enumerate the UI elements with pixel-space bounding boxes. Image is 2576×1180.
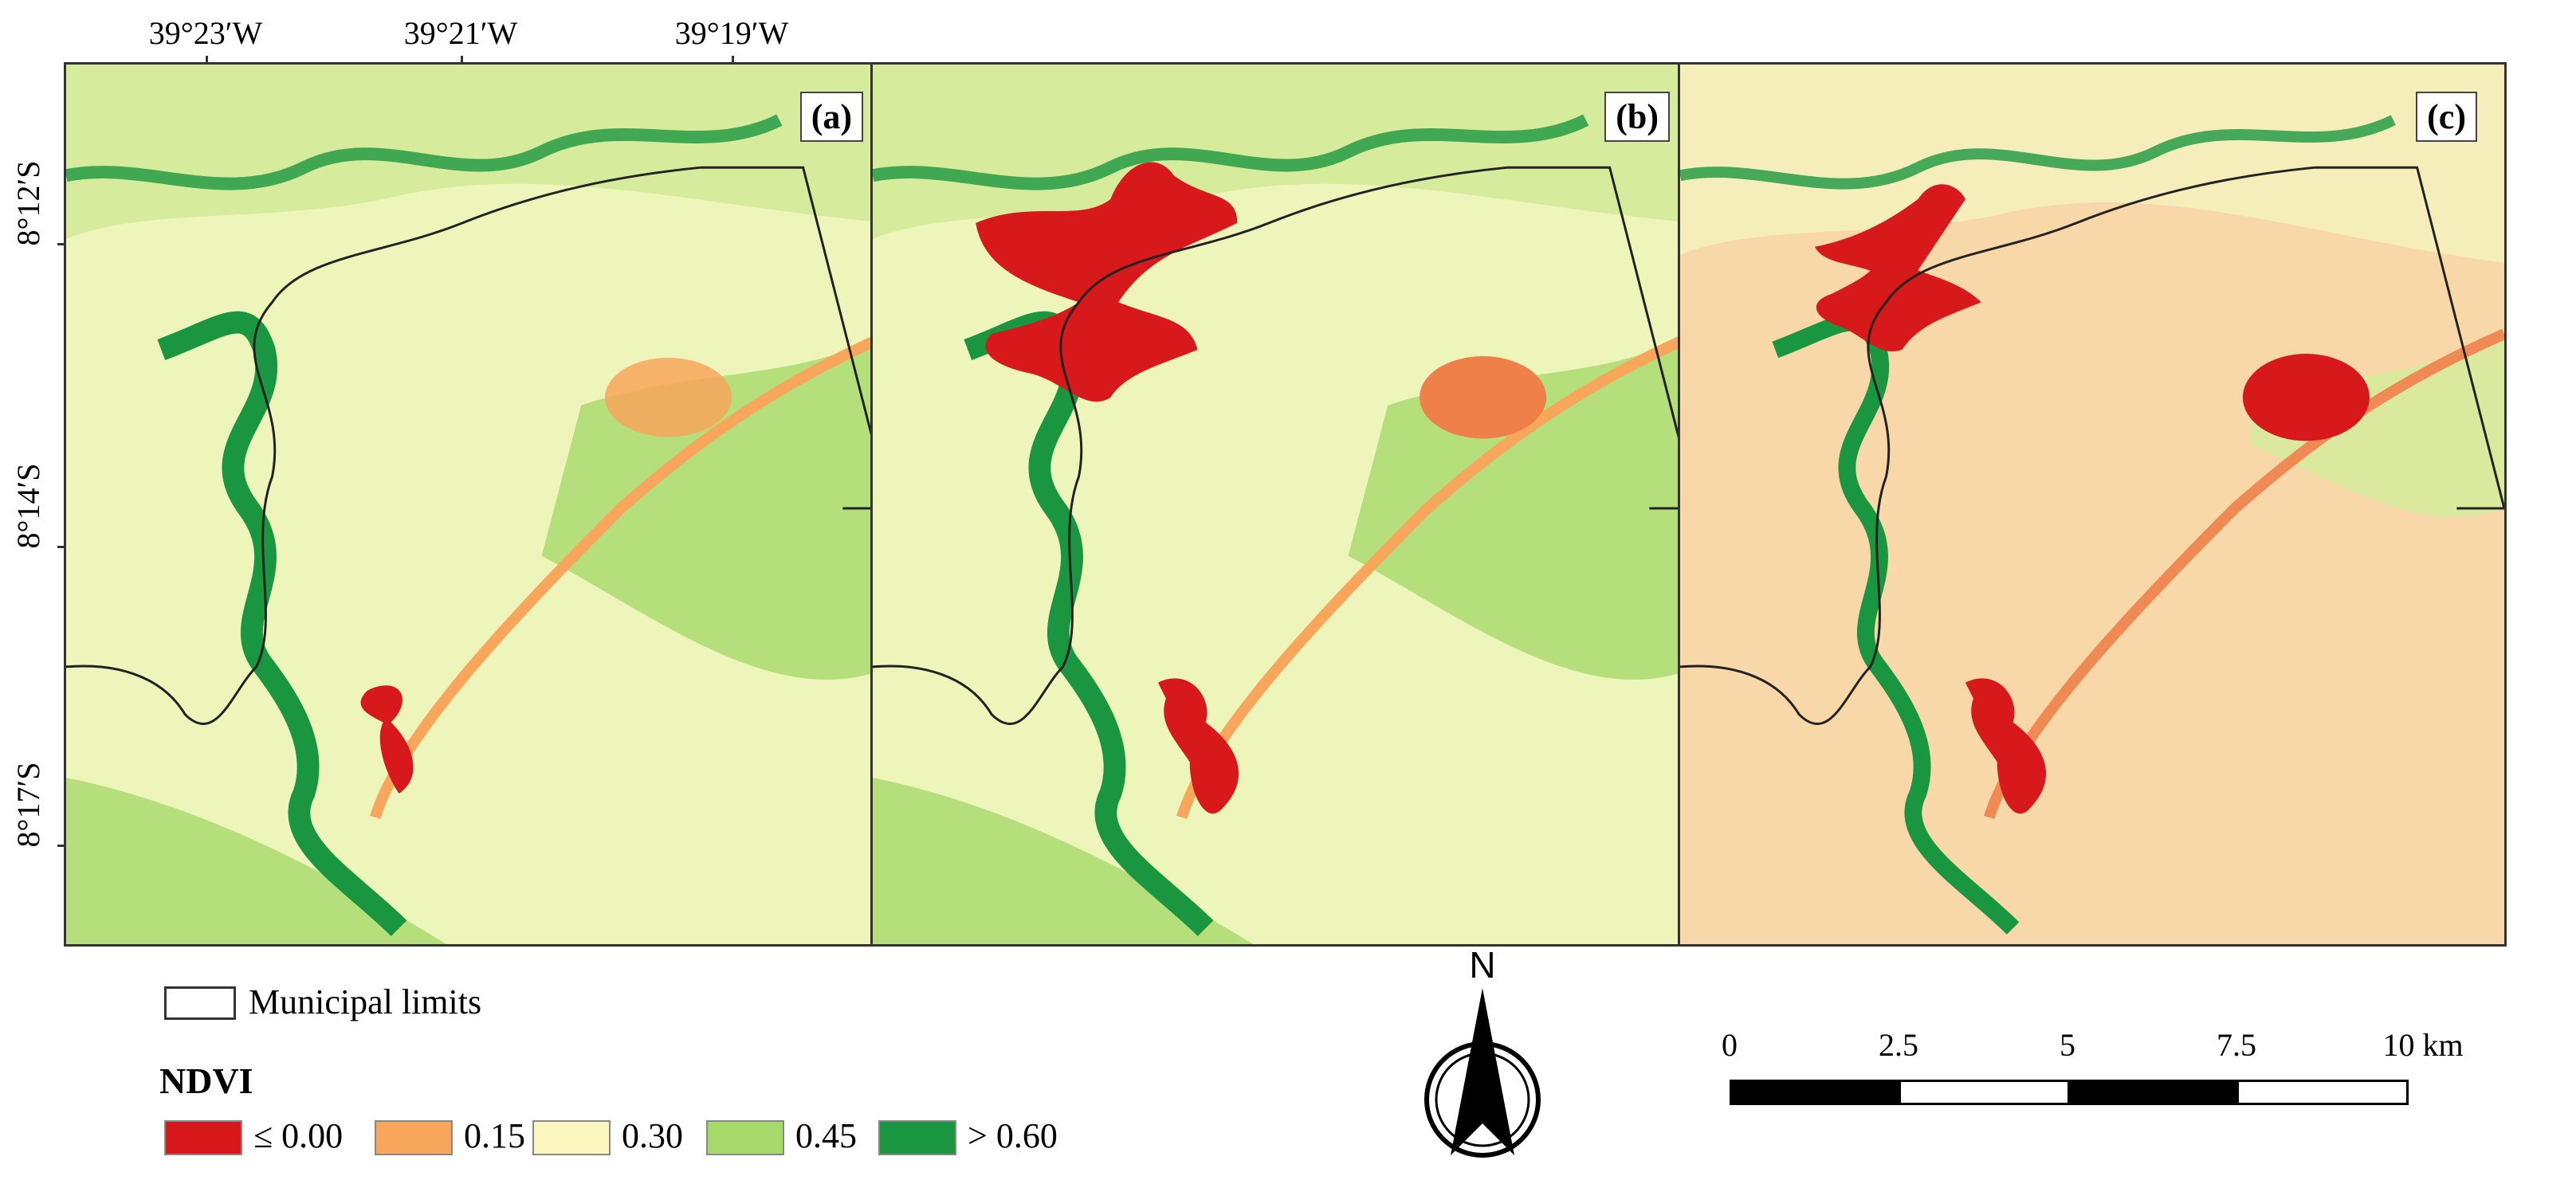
longitude-label-2: 39°21′W: [403, 15, 518, 51]
latitude-label-2: 8°14′S: [10, 463, 46, 549]
scale-label-2: 5: [2060, 1027, 2075, 1063]
map-panel-a: (a): [64, 62, 893, 947]
longitude-label-3: 39°19′W: [674, 15, 789, 51]
scale-segment-4: [2236, 1080, 2409, 1105]
map-panel-c: (c): [1678, 62, 2507, 947]
ndvi-label-1: ≤ 0.00: [253, 1116, 344, 1155]
scale-segment-2: [1899, 1080, 2070, 1105]
ndvi-label-3: 0.30: [622, 1116, 683, 1155]
longitude-label-1: 39°23′W: [148, 15, 263, 51]
north-arrow-icon: [1424, 988, 1541, 1158]
panel-label-b: (b): [1604, 92, 1670, 142]
ndvi-legend-title: NDVI: [159, 1060, 253, 1101]
municipal-limits-label: Municipal limits: [249, 982, 482, 1021]
panel-label-a: (a): [799, 92, 863, 142]
ndvi-swatch-3: [532, 1120, 611, 1155]
ndvi-map-a: [66, 65, 890, 944]
scale-segment-3: [2067, 1080, 2239, 1105]
municipal-limits-swatch: [164, 986, 236, 1020]
latitude-label-1: 8°12′S: [10, 160, 46, 246]
scale-segment-1: [1730, 1080, 1901, 1105]
north-arrow-label: N: [1469, 944, 1496, 986]
ndvi-map-b: [873, 65, 1697, 944]
north-arrow: N: [1411, 944, 1554, 1171]
scale-label-4: 10 km: [2382, 1027, 2464, 1063]
ndvi-swatch-5: [878, 1120, 956, 1155]
ndvi-swatch-2: [375, 1120, 453, 1155]
ndvi-label-5: > 0.60: [968, 1116, 1058, 1155]
latitude-label-3: 8°17′S: [10, 762, 46, 848]
scale-label-3: 7.5: [2217, 1027, 2256, 1063]
map-panel-b: (b): [870, 62, 1699, 947]
panel-label-c: (c): [2416, 92, 2477, 142]
ndvi-swatch-4: [706, 1120, 784, 1155]
ndvi-label-2: 0.15: [464, 1116, 525, 1155]
ndvi-map-c: [1680, 65, 2504, 944]
scale-label-0: 0: [1722, 1027, 1738, 1063]
scale-label-1: 2.5: [1879, 1027, 1918, 1063]
ndvi-label-4: 0.45: [795, 1116, 857, 1155]
ndvi-swatch-1: [164, 1120, 242, 1155]
